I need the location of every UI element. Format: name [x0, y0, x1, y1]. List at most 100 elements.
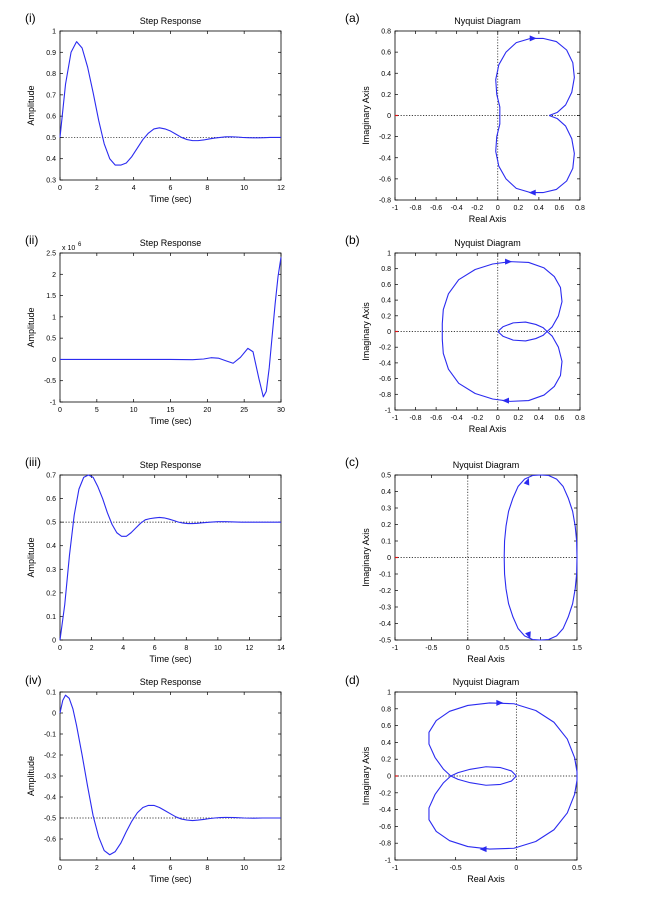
y-tick-label: 1 [387, 251, 391, 258]
x-tick-label: 0 [496, 205, 500, 212]
x-tick-label: 0 [514, 865, 518, 872]
x-tick-label: 4 [132, 865, 136, 872]
y-tick-label: 0.3 [46, 567, 56, 574]
x-axis-label: Time (sec) [149, 416, 191, 426]
x-tick-label: 30 [277, 407, 285, 414]
y-tick-label: 0.5 [46, 135, 56, 142]
x-tick-label: -0.4 [451, 415, 463, 422]
chart-title: Nyquist Diagram [453, 677, 520, 687]
y-tick-label: -0.3 [379, 605, 391, 612]
x-tick-label: -1 [392, 415, 398, 422]
x-tick-label: 4 [132, 185, 136, 192]
y-tick-label: 2.5 [46, 251, 56, 258]
y-axis-label: Amplitude [26, 756, 36, 796]
chart-title: Step Response [140, 16, 202, 26]
y-tick-label: 0.6 [381, 50, 391, 57]
x-axis-label: Real Axis [469, 214, 507, 224]
x-tick-label: -0.8 [410, 205, 422, 212]
chart-title: Nyquist Diagram [454, 238, 521, 248]
y-tick-label: 0.8 [46, 71, 56, 78]
chart-title: Step Response [140, 677, 202, 687]
x-tick-label: 25 [240, 407, 248, 414]
x-tick-label: 0.8 [575, 205, 585, 212]
x-tick-label: 0.6 [555, 415, 565, 422]
y-tick-label: -0.5 [379, 638, 391, 645]
y-tick-label: -0.5 [44, 816, 56, 823]
x-tick-label: 0 [58, 407, 62, 414]
y-tick-label: -0.3 [44, 774, 56, 781]
y-tick-label: -0.4 [379, 360, 391, 367]
x-tick-label: -0.5 [425, 645, 437, 652]
x-tick-label: 10 [240, 865, 248, 872]
x-axis-label: Real Axis [467, 874, 505, 884]
x-tick-label: 6 [169, 865, 173, 872]
series-line [503, 474, 578, 641]
x-axis-label: Real Axis [469, 424, 507, 434]
x-tick-label: 0.5 [499, 645, 509, 652]
chart-panel: (iv) Step Response 0 2 4 6 8 10 12 -0.6 -0.5 -0.4 -0… [25, 673, 285, 884]
y-tick-label: -0.4 [44, 795, 56, 802]
x-axis-label: Time (sec) [149, 194, 191, 204]
y-tick-label: -0.2 [379, 588, 391, 595]
x-tick-label: -1 [392, 645, 398, 652]
y-tick-label: 0.7 [46, 473, 56, 480]
y-tick-label: -0.6 [379, 376, 391, 383]
y-tick-label: 0.8 [381, 706, 391, 713]
panel-label: (b) [345, 233, 360, 247]
chart-panel: (i) Step Response 0 2 4 6 8 10 12 0.3 0.4 0.5 0.6 0.7… [25, 11, 285, 204]
y-axis-label: Imaginary Axis [361, 302, 371, 361]
y-tick-label: 0 [52, 357, 56, 364]
x-tick-label: 2 [95, 865, 99, 872]
panel-label: (iii) [25, 455, 41, 469]
y-tick-label: 0.8 [381, 29, 391, 36]
direction-arrow [523, 477, 530, 486]
panel-label: (ii) [25, 233, 38, 247]
y-tick-label: -0.1 [44, 732, 56, 739]
x-tick-label: 0 [496, 415, 500, 422]
y-tick-label: -0.2 [379, 345, 391, 352]
x-tick-label: -0.2 [471, 415, 483, 422]
y-axis-label: Amplitude [26, 537, 36, 577]
x-tick-label: 8 [205, 865, 209, 872]
y-axis-label: Amplitude [26, 85, 36, 125]
y-tick-label: 0.5 [46, 336, 56, 343]
y-tick-label: 0.4 [46, 156, 56, 163]
y-tick-label: 2 [52, 272, 56, 279]
y-tick-label: 0 [52, 711, 56, 718]
x-tick-label: 0.4 [534, 415, 544, 422]
y-tick-label: 0.3 [46, 178, 56, 185]
x-tick-label: 2 [95, 185, 99, 192]
y-tick-label: 0.4 [46, 543, 56, 550]
x-tick-label: 8 [205, 185, 209, 192]
y-tick-label: 0.5 [381, 473, 391, 480]
direction-arrow [528, 189, 536, 196]
direction-arrow [505, 258, 513, 265]
axis-exponent-power: 6 [78, 242, 82, 248]
panel-label: (a) [345, 11, 360, 25]
series-line [495, 37, 575, 194]
chart-panel: (ii) Step Response 0 5 10 15 20 25 30 -1 -0.5 0 0.5 1… [25, 233, 285, 426]
y-tick-label: 0 [387, 555, 391, 562]
y-tick-label: 0.1 [381, 539, 391, 546]
x-tick-label: 15 [167, 407, 175, 414]
x-tick-label: 2 [90, 645, 94, 652]
y-tick-label: -1 [385, 408, 391, 415]
x-tick-label: 1.5 [572, 645, 582, 652]
x-tick-label: 14 [277, 645, 285, 652]
y-tick-label: -1 [50, 400, 56, 407]
y-tick-label: -0.6 [379, 824, 391, 831]
panel-label: (d) [345, 673, 360, 687]
y-tick-label: 0.1 [46, 614, 56, 621]
x-tick-label: 4 [121, 645, 125, 652]
y-tick-label: -0.8 [379, 841, 391, 848]
direction-arrow [496, 699, 504, 706]
x-tick-label: 6 [153, 645, 157, 652]
y-tick-label: -0.6 [379, 176, 391, 183]
y-tick-label: 0.4 [381, 740, 391, 747]
chart-title: Nyquist Diagram [453, 460, 520, 470]
chart-title: Step Response [140, 238, 202, 248]
x-tick-label: -0.4 [451, 205, 463, 212]
y-tick-label: -0.4 [379, 621, 391, 628]
x-tick-label: 1 [539, 645, 543, 652]
panel-label: (iv) [25, 673, 42, 687]
